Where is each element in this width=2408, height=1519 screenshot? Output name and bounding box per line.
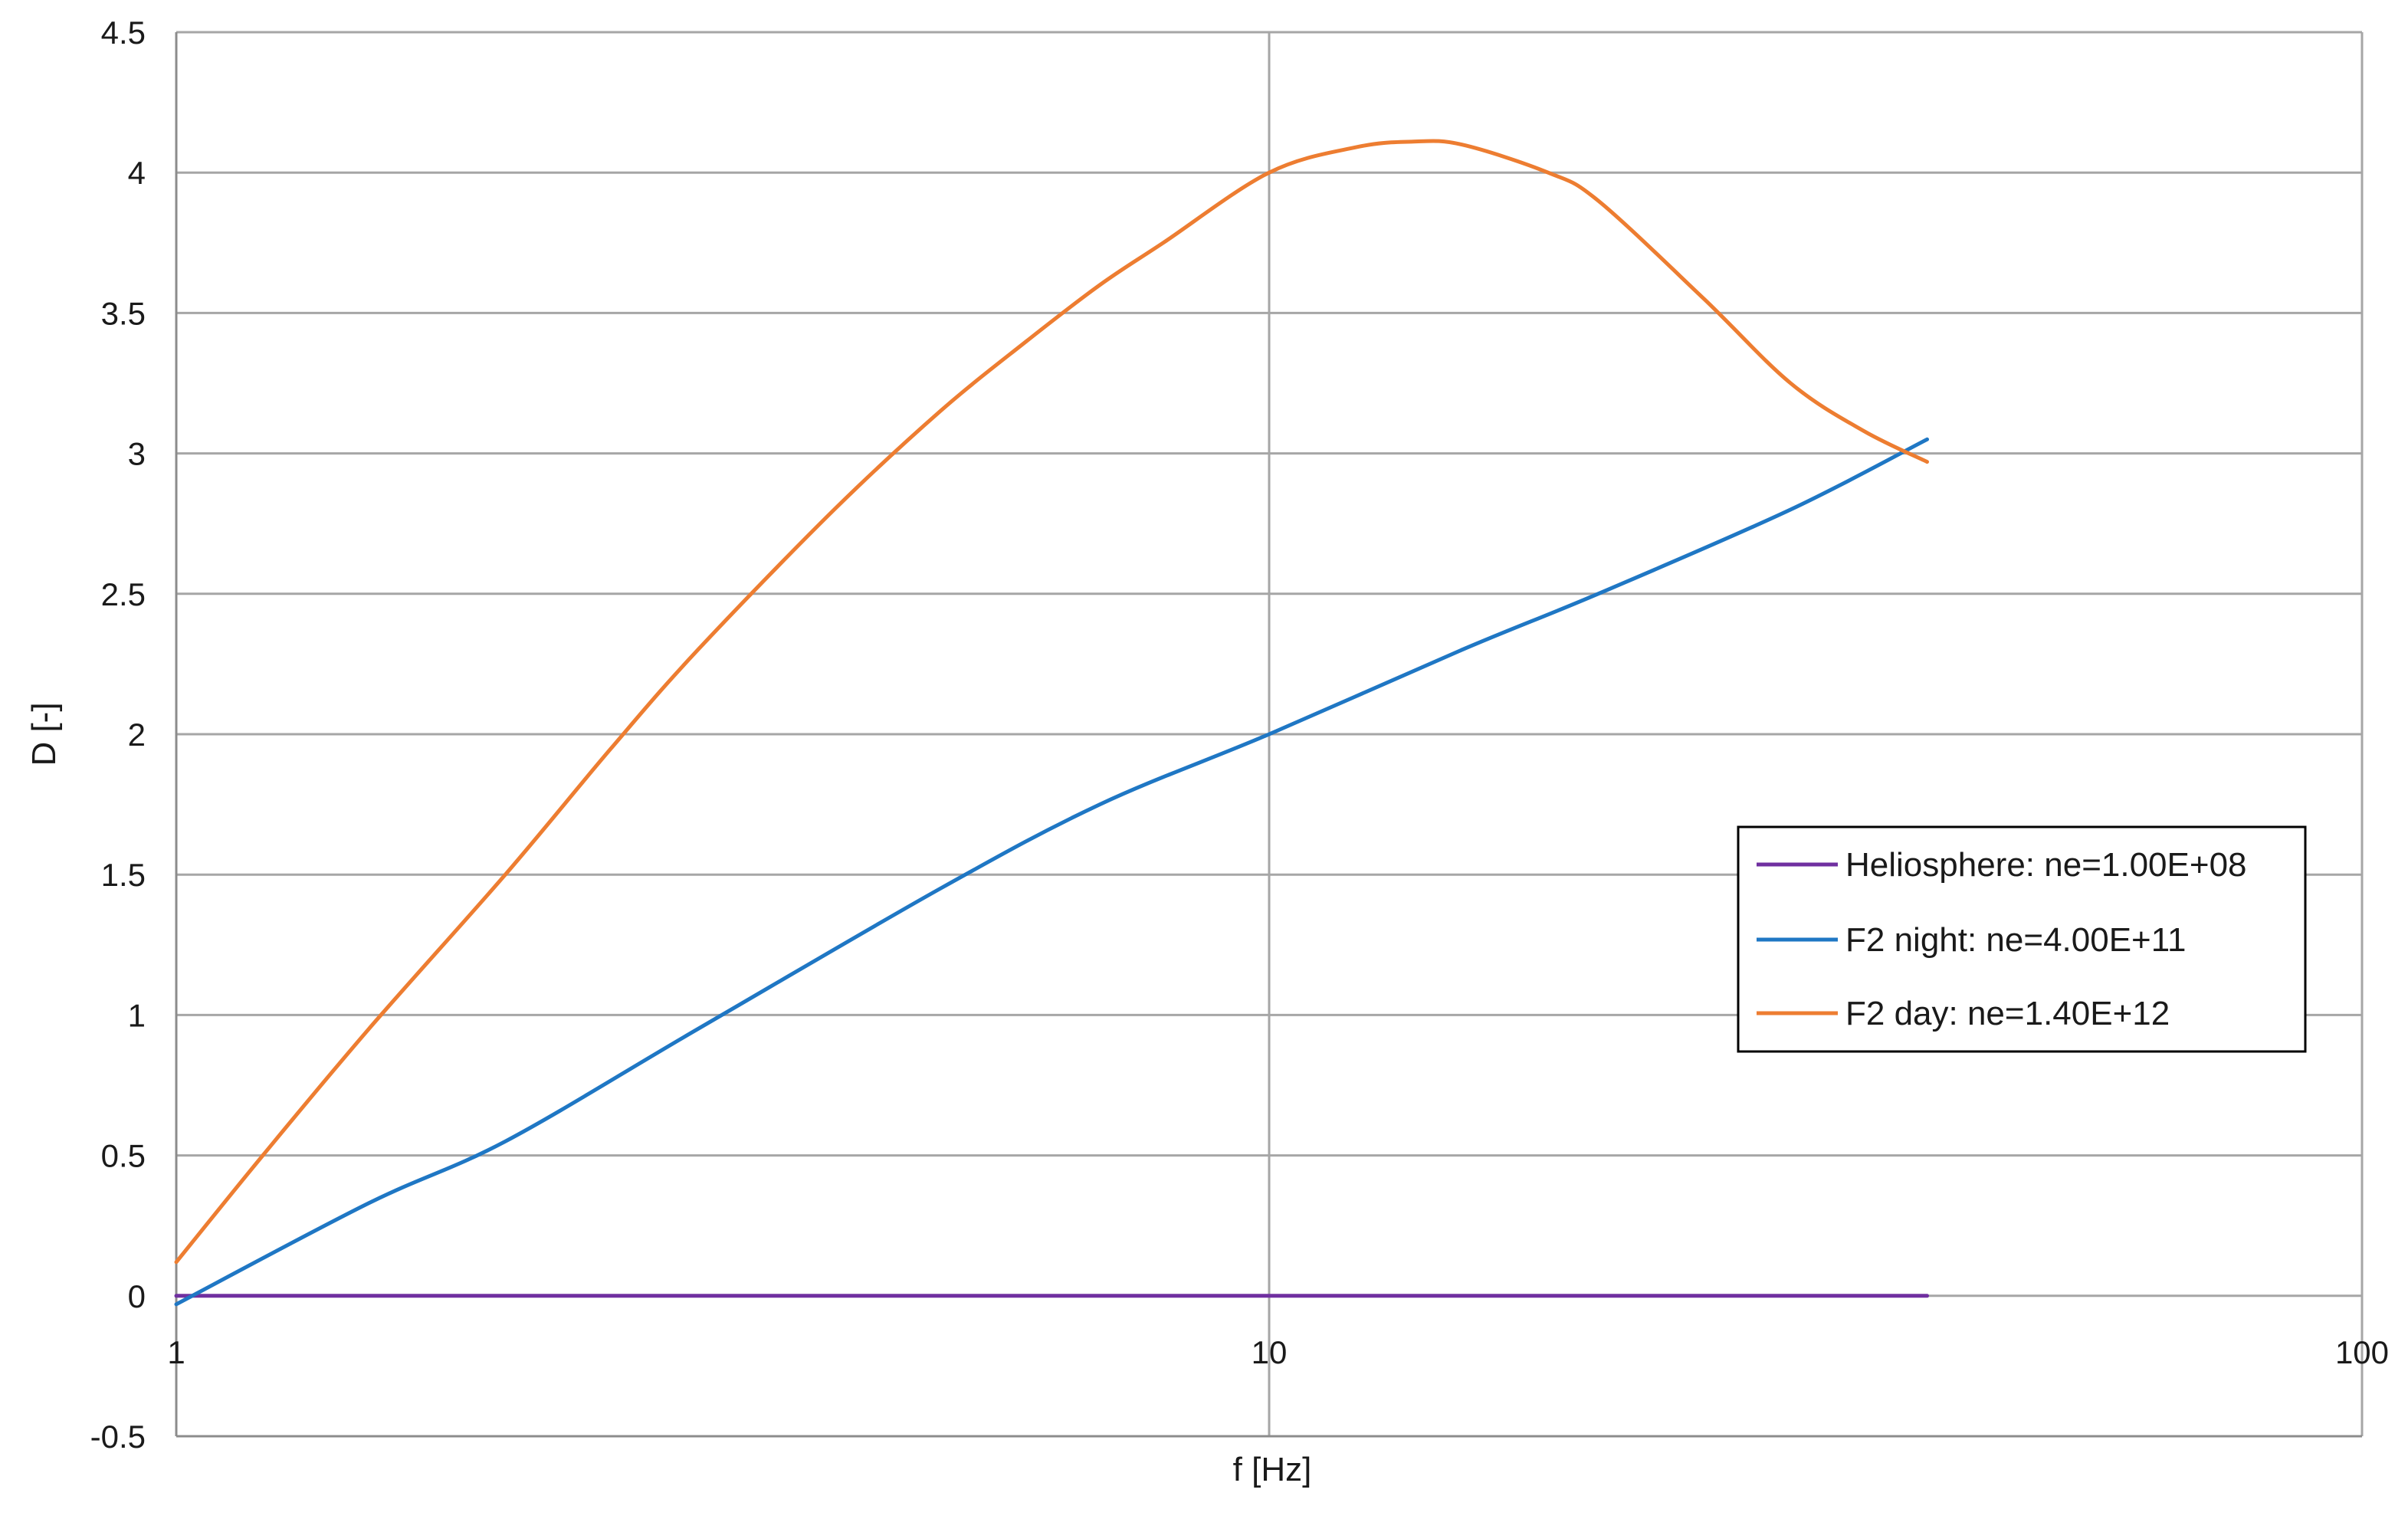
legend-label: F2 day: ne=1.40E+12 [1845,995,2170,1032]
series-line-f2-night [174,437,1929,1307]
x-axis-title: f [Hz] [1233,1451,1312,1488]
series-line-f2-day [174,139,1929,1265]
y-tick-label: 2.5 [101,576,146,612]
x-tick-label: 10 [1252,1334,1288,1370]
y-tick-label: 1.5 [101,857,146,893]
y-axis-title: D [-] [25,702,63,766]
y-tick-label: -0.5 [90,1419,146,1455]
x-tick-label: 100 [2335,1334,2389,1370]
y-tick-label: 4.5 [101,15,146,51]
tick-labels: -0.5 0 0.5 1 1.5 2 2.5 3 3.5 4 4.5 1 10 100 [90,15,2389,1455]
y-tick-label: 3 [128,436,146,472]
y-tick-label: 4 [128,155,146,191]
y-tick-label: 0.5 [101,1138,146,1174]
series-lines [174,139,1929,1307]
y-tick-label: 2 [128,717,146,753]
legend-label: F2 night: ne=4.00E+11 [1845,921,2186,959]
legend: Heliosphere: ne=1.00E+08 F2 night: ne=4.0… [1737,825,2307,1053]
axes [175,32,2362,1438]
legend-label: Heliosphere: ne=1.00E+08 [1845,846,2247,884]
y-tick-label: 0 [128,1278,146,1314]
y-tick-label: 1 [128,997,146,1033]
y-tick-label: 3.5 [101,295,146,331]
x-tick-label: 1 [167,1334,185,1370]
